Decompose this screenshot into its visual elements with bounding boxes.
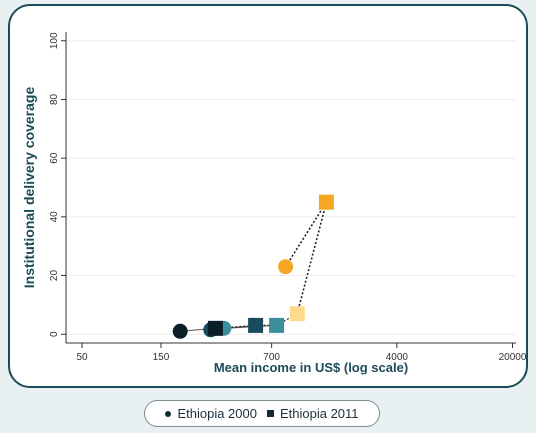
legend: Ethiopia 2000 Ethiopia 2011 — [144, 400, 380, 427]
grid-lines — [66, 40, 516, 335]
x-tick-label: 700 — [263, 352, 280, 363]
data-points — [172, 194, 334, 339]
legend-label-2000: Ethiopia 2000 — [177, 406, 257, 421]
square-marker-icon — [266, 410, 274, 417]
data-point-square — [207, 320, 223, 336]
data-point-circle — [278, 259, 294, 275]
connector-line — [284, 201, 328, 268]
legend-label-2011: Ethiopia 2011 — [279, 406, 359, 421]
y-tick-label: 0 — [49, 331, 60, 337]
axes — [65, 32, 516, 344]
data-point-square — [248, 317, 264, 333]
y-tick-label: 100 — [49, 32, 60, 49]
y-tick-label: 40 — [49, 211, 60, 223]
data-point-square — [269, 317, 285, 333]
data-point-square — [289, 306, 305, 322]
y-tick-label: 20 — [49, 270, 60, 282]
x-axis-title: Mean income in US$ (log scale) — [214, 360, 408, 375]
y-tick-label: 80 — [49, 93, 60, 105]
y-tick-label: 60 — [49, 152, 60, 164]
y-axis-title: Institutional delivery coverage — [21, 87, 37, 289]
x-tick-label: 50 — [76, 352, 88, 363]
legend-item-2000: Ethiopia 2000 — [165, 406, 257, 421]
circle-marker-icon — [165, 410, 172, 417]
chart-panel: 0 20 40 60 80 100 50 150 700 4000 20000 Mean incom… — [8, 4, 528, 388]
data-point-circle — [172, 323, 188, 339]
legend-item-2011: Ethiopia 2011 — [266, 406, 359, 421]
x-tick-label: 4000 — [386, 352, 409, 363]
ticks: 0 20 40 60 80 100 50 150 700 4000 20000 — [49, 32, 526, 363]
x-tick-label: 150 — [153, 352, 170, 363]
x-tick-label: 20000 — [499, 352, 526, 363]
scatter-plot: 0 20 40 60 80 100 50 150 700 4000 20000 Mean incom… — [21, 32, 526, 375]
data-point-square — [318, 194, 334, 210]
connector-line — [296, 201, 328, 314]
